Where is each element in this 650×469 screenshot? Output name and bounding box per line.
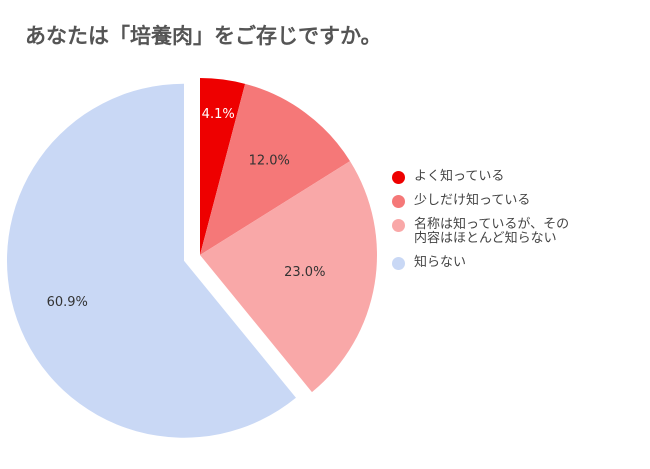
legend-item-1: 少しだけ知っている [392,194,642,208]
legend-label-0: よく知っている [414,169,505,184]
legend-item-2: 名称は知っているが、その 内容はほとんど知らない [392,218,642,246]
slice-label-2: 23.0% [284,265,325,280]
slice-label-3: 60.9% [47,295,88,310]
pie-slice-0 [200,78,246,255]
chart-title: あなたは「培養肉」をご存じですか。 [25,24,382,48]
legend-item-3: 知らない [392,256,642,270]
pie-slice-2 [200,161,377,393]
legend-swatch-0 [392,171,405,184]
chart-legend: よく知っている少しだけ知っている名称は知っているが、その 内容はほとんど知らない… [392,170,642,280]
legend-label-1: 少しだけ知っている [414,193,531,208]
legend-swatch-2 [392,219,405,232]
slice-label-1: 12.0% [249,153,290,168]
legend-swatch-1 [392,195,405,208]
legend-label-2: 名称は知っているが、その 内容はほとんど知らない [414,217,570,246]
legend-item-0: よく知っている [392,170,642,184]
pie-slice-3 [6,83,296,438]
pie-slice-1 [200,83,351,256]
legend-swatch-3 [392,257,405,270]
slice-label-0: 4.1% [202,107,235,122]
legend-label-3: 知らない [414,255,467,270]
